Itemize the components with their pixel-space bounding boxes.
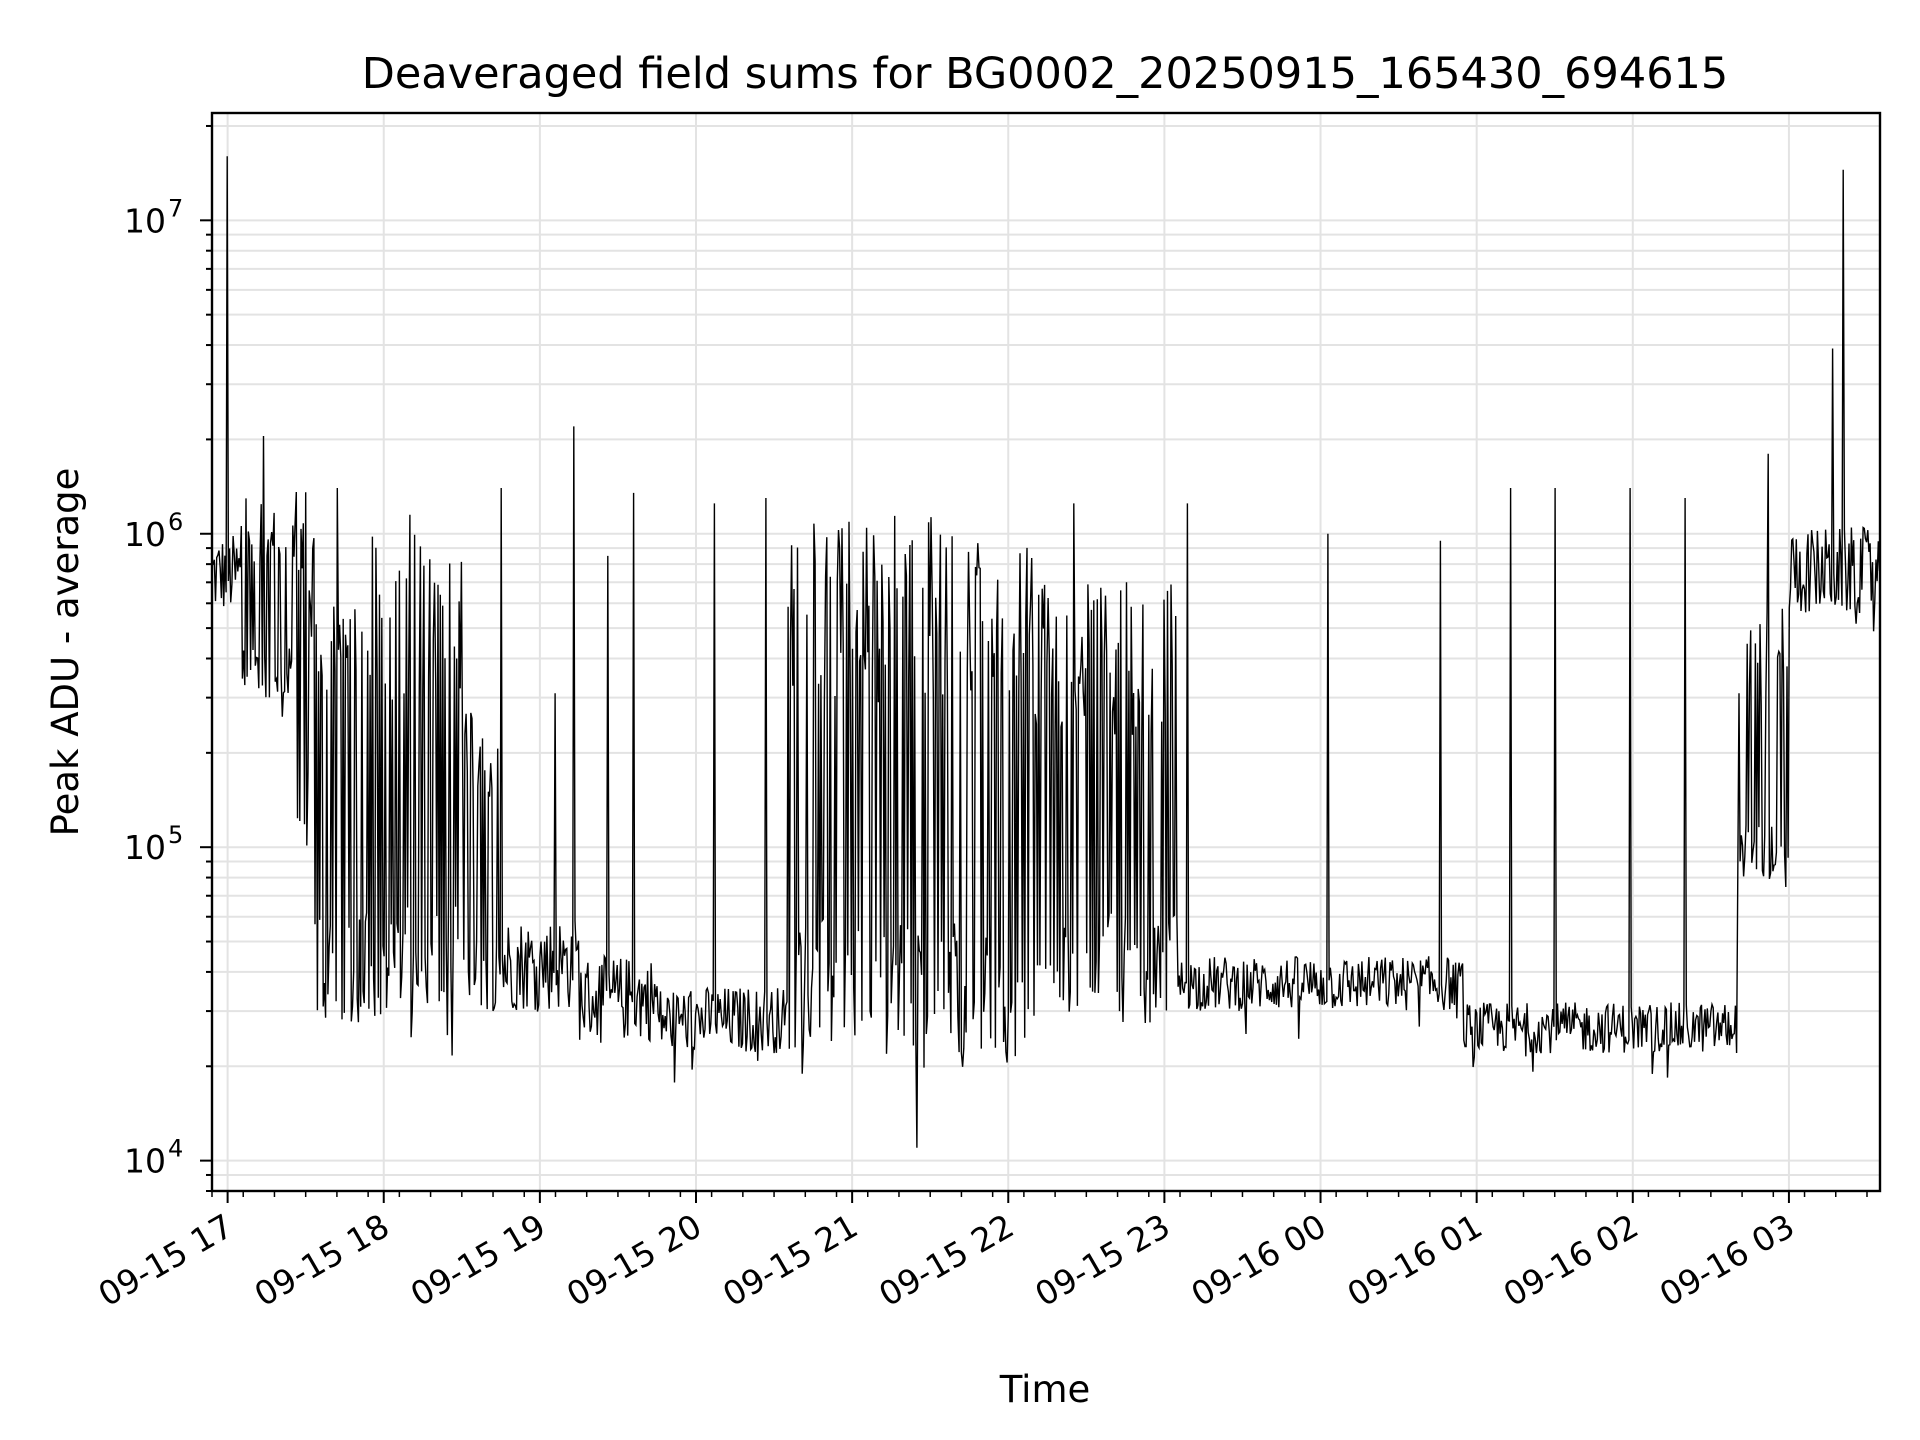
y-tick-label: 10 <box>124 1142 166 1181</box>
plot-area <box>211 156 1881 1148</box>
y-tick-exponent: 7 <box>168 194 183 222</box>
plot-frame <box>210 111 1882 1193</box>
y-axis-label: Peak ADU - average <box>44 468 87 837</box>
y-tick-exponent: 5 <box>168 821 183 849</box>
y-tick-label: 10 <box>124 515 166 554</box>
data-series-line <box>211 156 1881 1148</box>
x-axis-label: Time <box>999 1368 1091 1411</box>
y-tick-label: 10 <box>124 201 166 240</box>
y-tick-exponent: 6 <box>168 508 183 536</box>
y-tick-exponent: 4 <box>168 1135 183 1163</box>
y-tick-label: 10 <box>124 828 166 867</box>
chart-title: Deaveraged field sums for BG0002_2025091… <box>362 49 1729 99</box>
